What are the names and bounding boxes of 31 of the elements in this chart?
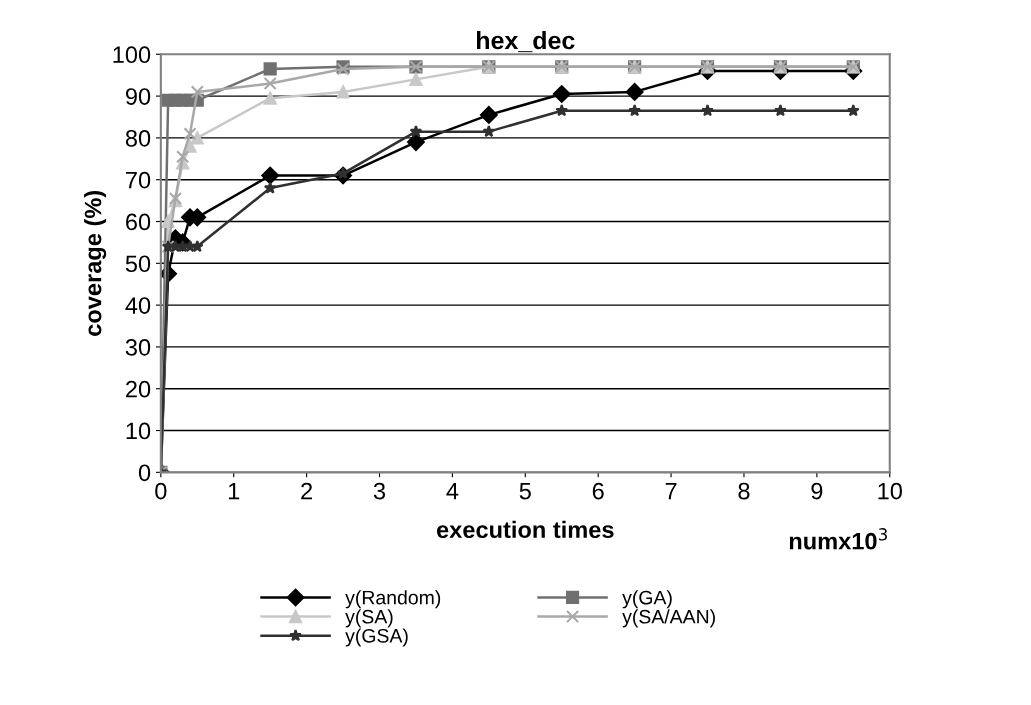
x-tick-label: 8 [738,482,750,500]
y-tick-label: 20 [126,380,151,398]
chart-title: hex_dec [477,30,575,53]
y-tick-label: 90 [125,88,151,105]
x-tick-label: 1 [228,482,240,500]
y-axis-title: coverage (%) [84,191,107,336]
x-tick-label: 6 [592,482,604,500]
x-tick-label: 2 [301,482,312,500]
legend-label: y(GSA) [345,628,408,647]
x-axis-title: execution times [437,520,614,539]
y-tick-label: 100 [113,46,151,64]
y-tick-label: 80 [125,129,151,147]
legend-label: y(SA) [345,609,393,628]
legend-label: y(Random) [345,590,441,609]
x-tick-label: 3 [373,482,386,500]
x-tick-label: 9 [811,482,823,500]
legend-label: y(GA) [622,590,672,609]
text: numx10$^{3}$ [789,528,887,550]
y-tick-label: 70 [126,171,151,189]
x-tick-label: 4 [446,482,459,500]
y-tick-label: 30 [125,339,151,356]
x-tick-label: 7 [665,482,677,500]
y-tick-label: 10 [126,422,151,440]
y-tick-label: 60 [126,213,151,231]
x-tick-label: 5 [519,482,531,500]
y-tick-label: 50 [125,255,151,273]
y-tick-label: 40 [125,297,151,314]
y-tick-label: 0 [138,464,151,482]
legend-label: y(SA/AAN) [622,609,715,628]
x-tick-label: 0 [155,482,167,500]
x-tick-label: 10 [878,482,902,500]
